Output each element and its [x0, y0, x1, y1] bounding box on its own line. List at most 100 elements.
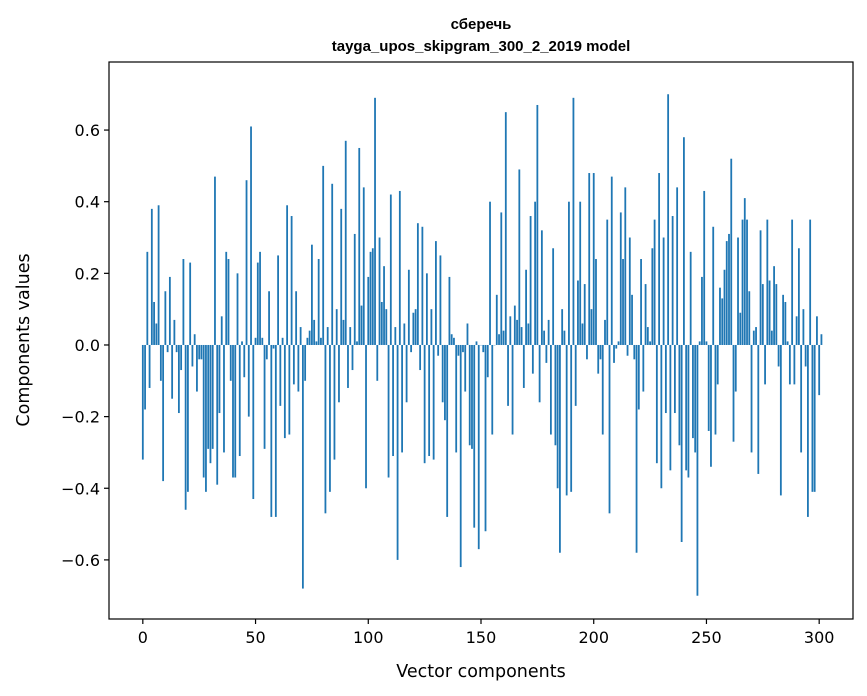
bar: [809, 219, 812, 345]
bar: [351, 344, 354, 371]
bar: [791, 219, 794, 345]
bar: [416, 223, 419, 345]
bar: [653, 219, 656, 345]
bar: [723, 269, 726, 345]
bar: [304, 344, 307, 381]
bar: [471, 344, 473, 449]
bar: [205, 344, 207, 492]
bar: [800, 344, 803, 453]
bar: [779, 344, 782, 496]
bar: [173, 319, 176, 345]
bar: [568, 201, 570, 345]
x-tick-label: 100: [353, 628, 384, 647]
bar: [565, 344, 568, 496]
x-tick-label: 250: [691, 628, 722, 647]
bar: [615, 344, 618, 349]
bar: [784, 301, 787, 345]
bar: [396, 344, 399, 560]
bar: [484, 344, 487, 532]
bar: [155, 323, 158, 345]
bar: [701, 276, 703, 345]
bar: [340, 208, 343, 345]
bar: [261, 337, 264, 345]
bar: [286, 205, 289, 345]
bar: [761, 284, 764, 345]
bar: [610, 176, 613, 345]
bar: [374, 97, 376, 345]
bar: [574, 344, 577, 406]
bar: [320, 337, 322, 345]
bar: [730, 158, 733, 345]
bar: [516, 319, 518, 345]
bar: [317, 259, 320, 345]
bar: [216, 344, 219, 485]
bar: [202, 344, 205, 478]
bar: [716, 344, 719, 385]
bar: [410, 344, 413, 353]
bar: [268, 291, 270, 345]
bar: [358, 147, 361, 345]
bar: [577, 280, 579, 345]
bar: [739, 312, 742, 345]
bar: [477, 344, 480, 550]
bar: [227, 259, 230, 345]
bar: [263, 344, 266, 449]
bar: [637, 344, 640, 410]
bar: [146, 251, 149, 345]
bar: [292, 344, 295, 385]
bar: [153, 301, 155, 345]
bar: [673, 344, 676, 414]
bar: [482, 344, 485, 353]
bar: [502, 330, 505, 345]
bar: [658, 173, 661, 345]
bar: [389, 194, 392, 345]
bar: [793, 344, 796, 385]
y-tick-label: 0.0: [75, 336, 100, 355]
bar: [570, 344, 573, 492]
bar: [813, 344, 816, 492]
bar: [159, 344, 162, 381]
bar: [549, 344, 552, 435]
bar: [171, 344, 174, 399]
bar: [617, 341, 620, 345]
bar: [692, 344, 694, 439]
bar: [746, 219, 748, 345]
bar: [495, 294, 498, 345]
bar: [150, 208, 153, 345]
bar: [166, 344, 169, 353]
bar: [604, 319, 606, 345]
bar: [491, 344, 494, 435]
bar: [777, 344, 780, 367]
bar: [444, 344, 446, 421]
bar: [369, 251, 372, 345]
x-tick-label: 300: [804, 628, 835, 647]
bar: [464, 344, 467, 392]
bar: [200, 344, 203, 360]
bar: [710, 344, 712, 467]
bar: [586, 344, 588, 360]
bar: [182, 259, 185, 345]
bar: [207, 344, 210, 449]
bar: [437, 344, 440, 356]
bar: [283, 344, 286, 439]
bar: [432, 344, 435, 460]
bar: [500, 212, 503, 345]
bar: [807, 344, 809, 517]
bar: [660, 344, 663, 489]
bar: [782, 294, 785, 345]
bar: [148, 344, 151, 388]
chart-title: сберечь: [451, 16, 512, 33]
bar: [164, 291, 167, 345]
bar: [211, 344, 214, 449]
bar: [811, 344, 814, 492]
bar: [236, 273, 239, 345]
bar: [281, 337, 284, 345]
bar: [338, 344, 340, 403]
bar: [622, 259, 624, 345]
bar: [583, 284, 586, 345]
bar: [403, 323, 406, 345]
bar: [430, 309, 433, 345]
bar: [601, 344, 604, 435]
bar: [270, 344, 273, 517]
bar: [311, 244, 313, 345]
